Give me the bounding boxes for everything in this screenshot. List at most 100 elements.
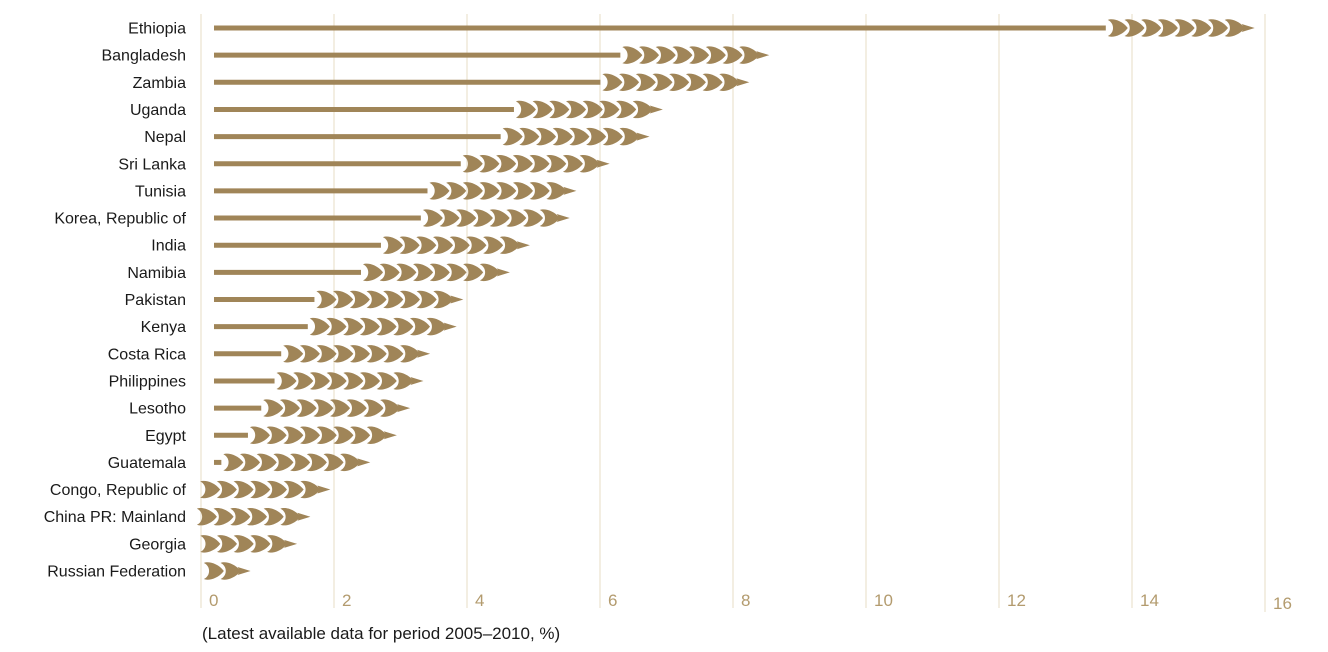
- category-label: Lesotho: [129, 401, 186, 418]
- wheat-grain: [579, 155, 600, 173]
- wheat-grain: [685, 73, 706, 92]
- wheat-grain: [539, 209, 560, 227]
- wheat-grain: [250, 480, 271, 499]
- wheat-grain: [632, 100, 653, 119]
- wheat-tip: [357, 458, 371, 467]
- wheat-tip: [516, 241, 530, 250]
- wheat-grain: [343, 317, 364, 336]
- bar: [196, 507, 311, 526]
- wheat-grain: [380, 399, 401, 417]
- bar: [214, 100, 663, 119]
- wheat-grain: [462, 155, 483, 173]
- x-tick-label: 4: [475, 591, 484, 610]
- wheat-tip: [649, 105, 663, 114]
- wheat-grain: [413, 263, 434, 282]
- bar: [214, 426, 397, 444]
- wheat-grain: [316, 426, 337, 444]
- wheat-grain: [363, 399, 384, 417]
- wheat-grain: [705, 46, 726, 64]
- bar: [203, 562, 251, 580]
- wheat-grain: [296, 399, 317, 417]
- wheat-tip: [1241, 24, 1255, 32]
- wheat-grain: [333, 345, 354, 363]
- category-label: Zambia: [133, 75, 186, 92]
- wheat-grain: [376, 317, 397, 336]
- wheat-tip: [383, 431, 397, 440]
- bar: [200, 480, 331, 499]
- wheat-grain: [523, 209, 544, 227]
- category-label: Tunisia: [135, 183, 186, 200]
- wheat-grain: [1107, 19, 1128, 37]
- bar: [214, 290, 464, 309]
- wheat-grain: [363, 263, 383, 282]
- wheat-grain: [472, 209, 493, 227]
- wheat-grain: [652, 73, 673, 92]
- wheat-grain: [502, 127, 523, 146]
- wheat-grain: [499, 236, 520, 254]
- category-label: China PR: Mainland: [44, 509, 186, 526]
- wheat-grain: [276, 372, 297, 390]
- wheat-grain: [283, 345, 304, 363]
- wheat-grain: [546, 155, 567, 173]
- wheat-tip: [450, 295, 464, 304]
- category-label: Namibia: [127, 265, 186, 282]
- wheat-grain: [283, 480, 304, 499]
- wheat-grain: [519, 127, 540, 146]
- wheat-grain: [376, 372, 397, 390]
- category-label: Russian Federation: [47, 564, 186, 581]
- category-label: Ethiopia: [128, 21, 186, 38]
- wheat-grain: [529, 182, 550, 200]
- wheat-grain: [393, 317, 414, 336]
- wheat-tip: [417, 349, 431, 358]
- wheat-grain: [466, 236, 487, 254]
- category-label: Guatemala: [108, 455, 186, 472]
- wheat-grain: [439, 209, 460, 227]
- wheat-grain: [1191, 19, 1212, 37]
- bar: [214, 345, 431, 363]
- wheat-grain: [739, 46, 760, 64]
- wheat-grain: [449, 236, 470, 254]
- x-tick-label: 6: [608, 591, 617, 610]
- bar: [214, 372, 424, 390]
- wheat-grain: [340, 453, 361, 472]
- wheat-grain: [446, 182, 467, 200]
- wheat-grain: [399, 290, 420, 309]
- category-labels: Ethiopia Bangladesh Zambia Uganda Nepal Sri L…: [44, 21, 187, 581]
- wheat-tip: [636, 132, 650, 141]
- wheat-grain: [410, 317, 430, 336]
- wheat-grain: [366, 290, 387, 309]
- category-label: Georgia: [129, 536, 186, 553]
- wheat-grain: [326, 317, 347, 336]
- wheat-grain: [1208, 19, 1228, 37]
- wheat-grain: [382, 236, 403, 254]
- wheat-grain: [366, 426, 387, 444]
- wheat-grain: [463, 263, 484, 282]
- wheat-grain: [536, 127, 557, 146]
- wheat-tip: [443, 322, 457, 331]
- wheat-grain: [1141, 19, 1162, 37]
- bar: [214, 209, 570, 227]
- wheat-tip: [563, 186, 577, 195]
- bar: [214, 19, 1255, 37]
- wheat-grain: [333, 426, 354, 444]
- wheat-grain: [316, 290, 337, 309]
- bar: [214, 236, 530, 254]
- wheat-grain: [293, 372, 314, 390]
- wheat-grain: [616, 100, 637, 119]
- category-label: Bangladesh: [101, 48, 186, 65]
- category-label: Congo, Republic of: [50, 482, 187, 499]
- wheat-tip: [297, 512, 311, 521]
- bar: [214, 46, 770, 64]
- category-label: Pakistan: [125, 292, 186, 309]
- category-label: Uganda: [130, 102, 186, 119]
- wheat-grain: [300, 480, 321, 499]
- wheat-grain: [200, 535, 221, 553]
- wheat-grain: [217, 535, 237, 553]
- wheat-grain: [515, 100, 536, 119]
- wheat-grain: [1174, 19, 1195, 37]
- wheat-grain: [256, 453, 277, 472]
- wheat-grain: [266, 480, 287, 499]
- wheat-grain: [1157, 19, 1178, 37]
- wheat-grain: [263, 507, 284, 526]
- wheat-grain: [266, 426, 287, 444]
